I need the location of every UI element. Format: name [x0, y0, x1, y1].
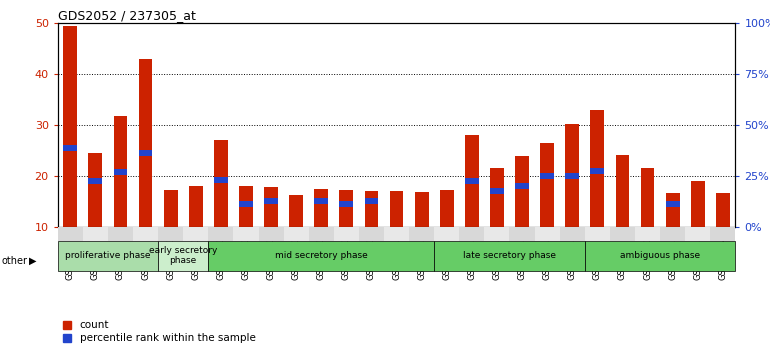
Bar	[89, 153, 102, 227]
Bar	[214, 177, 228, 183]
Bar	[183, 227, 209, 241]
Bar	[490, 188, 504, 194]
Bar	[364, 191, 378, 227]
Bar	[259, 227, 283, 241]
Bar	[565, 124, 579, 227]
Bar	[58, 227, 83, 241]
Bar	[560, 227, 584, 241]
Text: late secretory phase: late secretory phase	[463, 251, 556, 260]
Bar	[164, 190, 178, 227]
Bar	[139, 150, 152, 156]
Bar	[63, 145, 77, 151]
Bar	[434, 241, 584, 271]
Bar	[440, 190, 454, 227]
Bar	[390, 191, 403, 227]
Bar	[334, 227, 359, 241]
Bar	[541, 173, 554, 179]
Bar	[209, 241, 434, 271]
Text: ▶: ▶	[29, 256, 37, 266]
Bar	[309, 227, 334, 241]
Bar	[490, 168, 504, 227]
Bar	[139, 59, 152, 227]
Bar	[716, 194, 730, 227]
Text: mid secretory phase: mid secretory phase	[275, 251, 367, 260]
Bar	[359, 227, 384, 241]
Bar	[63, 25, 77, 227]
Bar	[635, 227, 660, 241]
Bar	[83, 227, 108, 241]
Bar	[515, 156, 529, 227]
Bar	[615, 155, 629, 227]
Bar	[541, 143, 554, 227]
Bar	[114, 116, 127, 227]
Bar	[584, 227, 610, 241]
Text: proliferative phase: proliferative phase	[65, 251, 151, 260]
Bar	[534, 227, 560, 241]
Bar	[685, 227, 710, 241]
Bar	[691, 181, 705, 227]
Bar	[515, 183, 529, 189]
Bar	[510, 227, 534, 241]
Bar	[340, 201, 353, 207]
Bar	[114, 169, 127, 175]
Bar	[641, 168, 654, 227]
Bar	[239, 186, 253, 227]
Bar	[264, 187, 278, 227]
Bar	[459, 227, 484, 241]
Bar	[158, 241, 209, 271]
Bar	[158, 227, 183, 241]
Bar	[283, 227, 309, 241]
Bar	[108, 227, 133, 241]
Bar	[484, 227, 510, 241]
Bar	[214, 140, 228, 227]
Bar	[314, 189, 328, 227]
Bar	[666, 201, 679, 207]
Bar	[434, 227, 459, 241]
Bar	[290, 195, 303, 227]
Bar	[415, 192, 429, 227]
Text: early secretory
phase: early secretory phase	[149, 246, 217, 266]
Bar	[465, 135, 479, 227]
Text: other: other	[2, 256, 28, 266]
Bar	[209, 227, 233, 241]
Bar	[591, 109, 604, 227]
Bar	[314, 198, 328, 204]
Bar	[610, 227, 635, 241]
Bar	[264, 198, 278, 204]
Bar	[189, 186, 203, 227]
Bar	[384, 227, 409, 241]
Bar	[364, 198, 378, 204]
Bar	[666, 194, 679, 227]
Text: ambiguous phase: ambiguous phase	[620, 251, 700, 260]
Bar	[233, 227, 259, 241]
Bar	[584, 241, 735, 271]
Bar	[565, 173, 579, 179]
Bar	[591, 167, 604, 174]
Bar	[340, 190, 353, 227]
Text: GDS2052 / 237305_at: GDS2052 / 237305_at	[58, 9, 196, 22]
Bar	[710, 227, 735, 241]
Legend: count, percentile rank within the sample: count, percentile rank within the sample	[63, 320, 256, 343]
Bar	[409, 227, 434, 241]
Bar	[660, 227, 685, 241]
Bar	[465, 178, 479, 184]
Bar	[58, 241, 158, 271]
Bar	[133, 227, 158, 241]
Bar	[89, 178, 102, 184]
Bar	[239, 201, 253, 207]
